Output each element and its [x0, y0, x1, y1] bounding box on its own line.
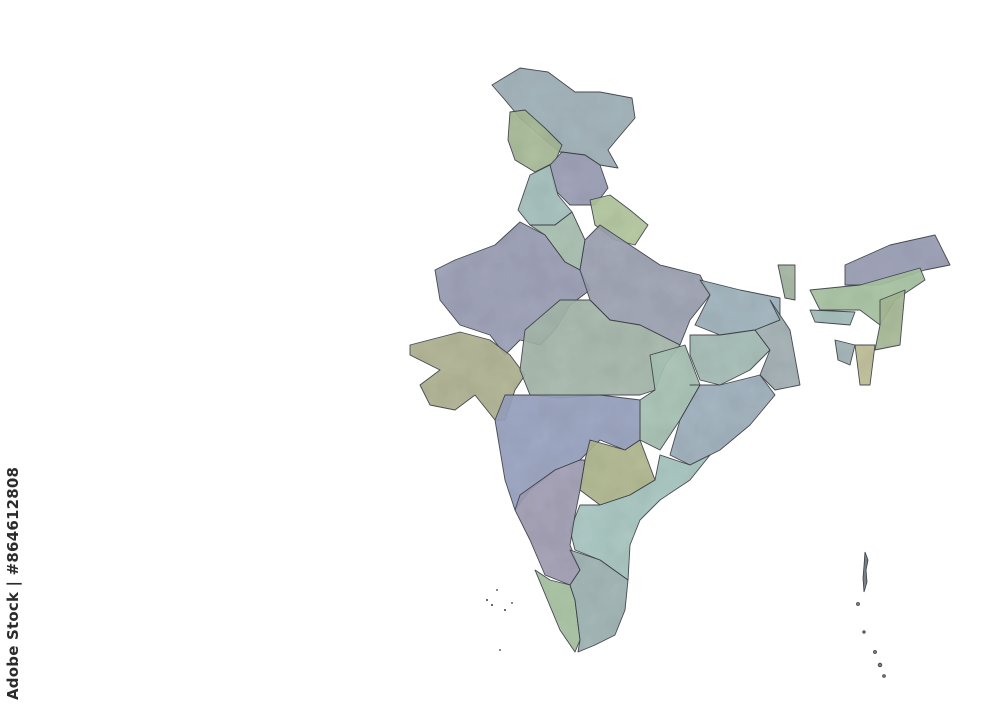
state-odisha: [669, 374, 776, 466]
state-karnataka: [514, 459, 586, 586]
state-nagaland-manipur: [874, 289, 906, 351]
stock-credit-text: Adobe Stock | #864612808: [4, 466, 22, 700]
state-chhattisgarh: [639, 344, 701, 451]
state-sikkim: [777, 264, 796, 301]
state-meghalaya: [809, 309, 856, 326]
andaman-nicobar-islands: [856, 551, 886, 678]
state-arunachal: [844, 234, 951, 286]
state-tamil-nadu: [569, 549, 629, 653]
state-mizoram: [854, 344, 876, 386]
state-jharkhand: [689, 329, 771, 386]
state-tripura: [834, 339, 856, 366]
state-andhra-pradesh: [569, 454, 711, 581]
lakshadweep-islands: [486, 589, 513, 651]
state-punjab: [549, 151, 609, 206]
